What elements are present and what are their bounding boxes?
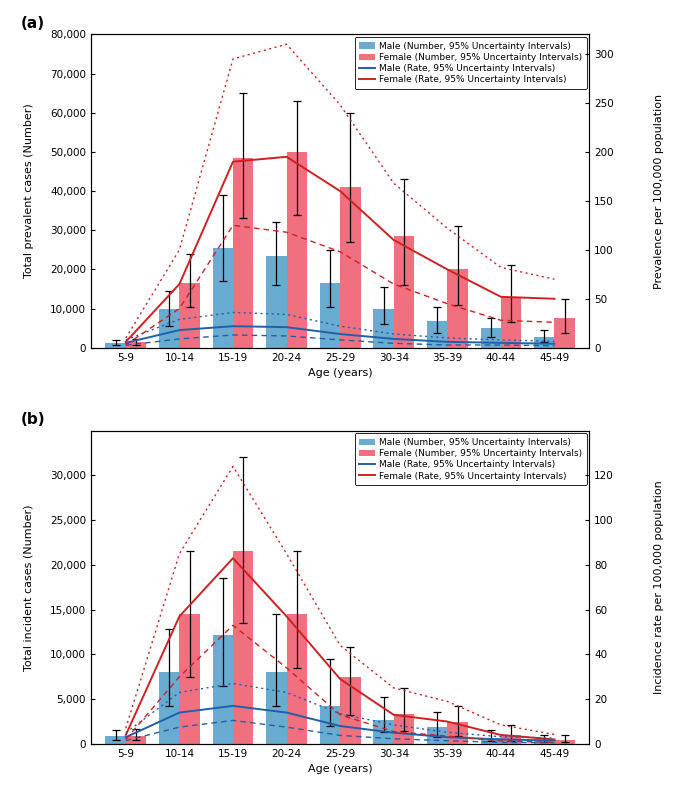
Bar <box>105 736 126 744</box>
Bar <box>554 740 575 744</box>
Bar <box>534 740 554 744</box>
Bar <box>159 309 179 348</box>
Y-axis label: Prevalence per 100,000 population: Prevalence per 100,000 population <box>654 93 664 289</box>
Text: (a): (a) <box>21 17 45 32</box>
Bar <box>427 321 447 348</box>
Bar <box>212 634 233 744</box>
Text: (b): (b) <box>21 412 46 427</box>
Bar <box>179 614 200 744</box>
Bar <box>394 714 414 744</box>
Bar <box>447 270 468 348</box>
Bar <box>320 706 340 744</box>
Bar <box>286 152 307 348</box>
Bar <box>126 343 146 348</box>
Bar <box>179 283 200 348</box>
Y-axis label: Total incident cases (Number): Total incident cases (Number) <box>24 504 34 671</box>
Bar <box>481 328 501 348</box>
Bar <box>501 735 521 744</box>
Y-axis label: Incidence rate per 100,000 population: Incidence rate per 100,000 population <box>654 480 664 694</box>
Bar <box>340 677 360 744</box>
Bar <box>481 738 501 744</box>
Bar <box>105 343 126 348</box>
Bar <box>159 672 179 744</box>
Bar <box>266 255 286 348</box>
Y-axis label: Total prevalent cases (Number): Total prevalent cases (Number) <box>24 104 34 278</box>
Bar <box>233 157 253 348</box>
Bar <box>212 248 233 348</box>
Bar <box>427 727 447 744</box>
Legend: Male (Number, 95% Uncertainty Intervals), Female (Number, 95% Uncertainty Interv: Male (Number, 95% Uncertainty Intervals)… <box>355 433 586 485</box>
Bar <box>286 614 307 744</box>
X-axis label: Age (years): Age (years) <box>308 368 373 378</box>
Bar <box>554 318 575 348</box>
Bar <box>126 736 146 744</box>
Bar <box>266 672 286 744</box>
Bar <box>447 721 468 744</box>
Bar <box>394 237 414 348</box>
Bar <box>340 187 360 348</box>
Bar <box>373 720 394 744</box>
Legend: Male (Number, 95% Uncertainty Intervals), Female (Number, 95% Uncertainty Interv: Male (Number, 95% Uncertainty Intervals)… <box>355 37 586 89</box>
Bar <box>320 283 340 348</box>
Bar <box>534 337 554 348</box>
Bar <box>373 308 394 348</box>
X-axis label: Age (years): Age (years) <box>308 764 373 774</box>
Bar <box>501 297 521 348</box>
Bar <box>233 551 253 744</box>
